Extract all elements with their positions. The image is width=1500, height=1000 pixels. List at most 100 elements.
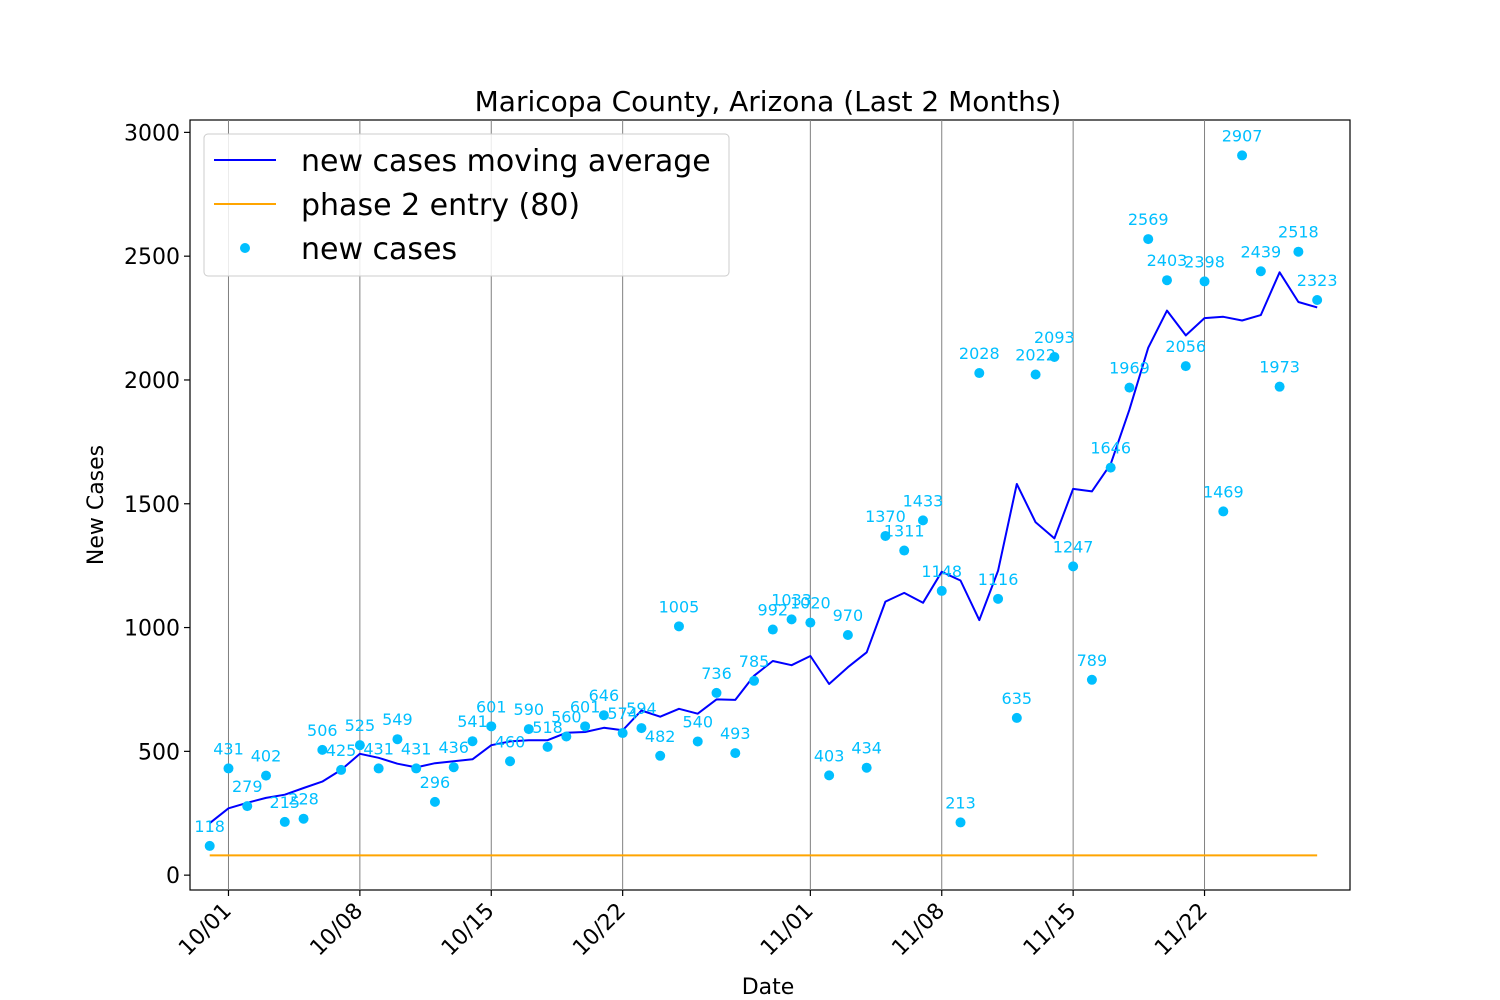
data-point — [580, 721, 591, 732]
data-label: 1148 — [921, 562, 962, 581]
data-point — [486, 721, 497, 732]
data-point — [842, 629, 853, 640]
x-tick-label: 11/22 — [1150, 899, 1213, 962]
data-label: 434 — [851, 739, 882, 758]
data-point — [223, 763, 234, 774]
data-label: 1005 — [659, 597, 700, 616]
data-point — [448, 762, 459, 773]
data-label: 2022 — [1015, 346, 1056, 365]
data-point — [279, 816, 290, 827]
data-point — [392, 734, 403, 745]
data-label: 2439 — [1240, 242, 1281, 261]
data-point — [805, 617, 816, 628]
data-label: 2398 — [1184, 252, 1225, 271]
x-axis-label: Date — [742, 975, 795, 1000]
data-label: 2093 — [1034, 328, 1075, 347]
x-tick-label: 10/01 — [174, 899, 237, 962]
x-tick-label: 11/01 — [756, 899, 819, 962]
data-point — [824, 770, 835, 781]
y-tick-label: 1500 — [124, 493, 180, 518]
data-point — [204, 840, 215, 851]
data-label: 601 — [570, 697, 601, 716]
data-point — [936, 585, 947, 596]
data-label: 296 — [420, 773, 451, 792]
data-point — [880, 530, 891, 541]
data-label: 2323 — [1297, 271, 1338, 290]
data-label: 1646 — [1090, 439, 1131, 458]
data-label: 118 — [194, 817, 225, 836]
data-label: 436 — [438, 738, 469, 757]
data-point — [955, 817, 966, 828]
data-label: 431 — [213, 739, 244, 758]
data-point — [1030, 369, 1041, 380]
data-label: 560 — [551, 707, 582, 726]
data-label: 1969 — [1109, 359, 1150, 378]
data-label: 635 — [1002, 689, 1033, 708]
data-label: 601 — [476, 697, 507, 716]
data-point — [1049, 351, 1060, 362]
y-tick-label: 0 — [166, 864, 180, 889]
y-tick-label: 2000 — [124, 369, 180, 394]
data-label: 992 — [758, 601, 789, 620]
legend-label: phase 2 entry (80) — [301, 188, 580, 223]
data-point — [1011, 712, 1022, 723]
data-label: 1469 — [1203, 482, 1244, 501]
data-label: 2907 — [1222, 126, 1263, 145]
data-label: 549 — [382, 710, 413, 729]
data-label: 518 — [532, 718, 563, 737]
y-tick-label: 3000 — [124, 121, 180, 146]
data-point — [1105, 462, 1116, 473]
data-point — [1218, 506, 1229, 517]
data-point — [261, 770, 272, 781]
data-label: 1311 — [884, 522, 925, 541]
data-point — [336, 764, 347, 775]
data-point — [1143, 234, 1154, 245]
data-label: 425 — [326, 741, 357, 760]
data-label: 1370 — [865, 507, 906, 526]
data-point — [1274, 381, 1285, 392]
plot-frame — [189, 119, 1351, 891]
data-label: 789 — [1077, 651, 1108, 670]
data-point — [598, 710, 609, 721]
x-tick-label: 10/08 — [306, 899, 369, 962]
data-point — [692, 736, 703, 747]
legend-swatch — [240, 243, 250, 253]
legend-label: new cases — [301, 232, 457, 267]
data-label: 460 — [495, 732, 526, 751]
data-label: 213 — [945, 793, 976, 812]
data-point — [317, 744, 328, 755]
data-point — [1068, 561, 1079, 572]
data-label: 540 — [682, 712, 713, 731]
x-axis: 10/01 10/08 10/15 10/22 11/01 11/08 11/15 11/22 — [174, 890, 1213, 961]
data-point — [1293, 246, 1304, 257]
data-label: 646 — [589, 686, 620, 705]
data-point — [298, 813, 309, 824]
data-point — [899, 545, 910, 556]
data-point — [861, 762, 872, 773]
y-axis: 0 500 1000 1500 2000 2500 3000 — [124, 121, 190, 889]
data-point — [373, 763, 384, 774]
data-label: 574 — [607, 704, 638, 723]
data-point — [242, 801, 253, 812]
data-label: 2028 — [959, 344, 1000, 363]
data-point — [711, 687, 722, 698]
data-label: 970 — [833, 606, 864, 625]
y-tick-label: 2500 — [124, 245, 180, 270]
data-label: 2403 — [1147, 251, 1188, 270]
data-point — [523, 724, 534, 735]
data-label: 403 — [814, 746, 845, 765]
data-point — [636, 723, 647, 734]
data-point — [1180, 361, 1191, 372]
data-point — [917, 515, 928, 526]
data-label: 493 — [720, 724, 751, 743]
data-point — [655, 750, 666, 761]
data-label: 1433 — [903, 491, 944, 510]
data-label: 279 — [232, 777, 263, 796]
data-point — [993, 593, 1004, 604]
data-point — [673, 621, 684, 632]
chart-title: Maricopa County, Arizona (Last 2 Months) — [475, 85, 1062, 118]
data-label: 2569 — [1128, 210, 1169, 229]
x-tick-label: 10/15 — [437, 899, 500, 962]
